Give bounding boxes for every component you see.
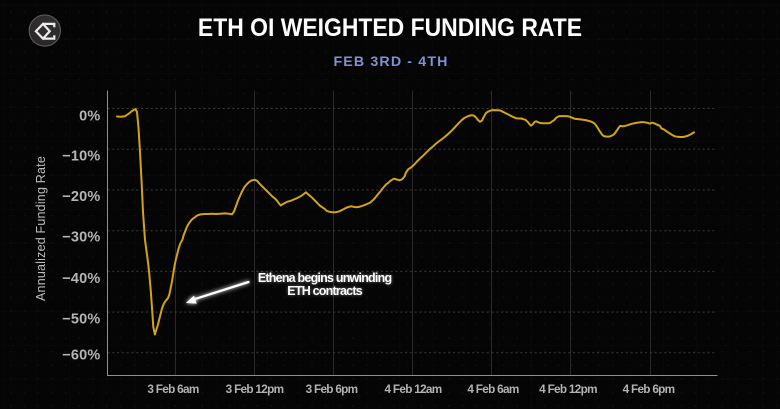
svg-text:−50%: −50% — [62, 312, 100, 328]
svg-text:4 Feb 6am: 4 Feb 6am — [467, 383, 518, 396]
svg-text:−10%: −10% — [62, 149, 100, 165]
svg-text:0%: 0% — [79, 109, 100, 125]
svg-text:Annualized Funding Rate: Annualized Funding Rate — [34, 156, 48, 301]
svg-text:−40%: −40% — [62, 271, 100, 287]
svg-text:4 Feb 12pm: 4 Feb 12pm — [539, 383, 597, 396]
svg-text:3 Feb 6pm: 3 Feb 6pm — [306, 383, 358, 396]
svg-text:−60%: −60% — [62, 347, 100, 363]
svg-text:3 Feb 12pm: 3 Feb 12pm — [226, 383, 284, 396]
svg-text:ETH contracts: ETH contracts — [287, 284, 362, 298]
svg-text:3 Feb 6am: 3 Feb 6am — [147, 383, 198, 396]
svg-text:4 Feb 6pm: 4 Feb 6pm — [623, 383, 675, 396]
svg-text:−20%: −20% — [62, 189, 100, 205]
svg-text:4 Feb 12am: 4 Feb 12am — [384, 383, 441, 396]
svg-text:−30%: −30% — [62, 230, 100, 246]
svg-text:Ethena begins unwinding: Ethena begins unwinding — [258, 271, 392, 285]
